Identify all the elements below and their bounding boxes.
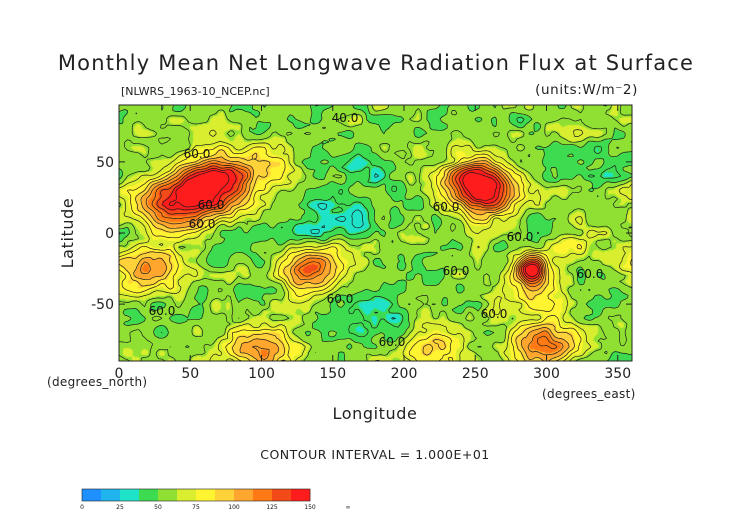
contour-label: 60.0 — [507, 230, 534, 244]
colorbar-swatch — [196, 489, 216, 501]
x-tick-label: 50 — [181, 366, 199, 382]
contour-line — [119, 105, 632, 361]
colorbar: 0 25 50 75 100 125 150 ∞ — [80, 488, 351, 511]
contour-interval-label: CONTOUR INTERVAL = 1.000E+01 — [260, 447, 490, 462]
y-tick-label: 0 — [105, 226, 114, 242]
colorbar-tick-label: ∞ — [346, 504, 351, 511]
colorbar-tick-label: 150 — [304, 504, 316, 511]
y-unit-label: (degrees_north) — [47, 375, 147, 389]
x-tick-label: 0 — [115, 366, 124, 382]
contour-label: 60.0 — [379, 335, 406, 349]
colorbar-frame — [81, 488, 311, 502]
x-tick-label: 300 — [533, 366, 560, 382]
contour-label: 60.0 — [433, 200, 460, 214]
colorbar-swatch — [139, 489, 159, 501]
contour-label: 60.0 — [189, 217, 216, 231]
colorbar-tick-label: 0 — [80, 504, 84, 511]
colorbar-tick-label: 50 — [154, 504, 162, 511]
x-tick-label: 100 — [248, 366, 275, 382]
x-axis: 0 50 100 150 200 250 300 350 — [115, 105, 631, 382]
contour-labels: 40.0 60.0 60.0 60.0 60.0 60.0 60.0 60.0 60.0 60.0… — [149, 111, 604, 349]
contour-line — [151, 162, 558, 350]
contour-line — [310, 173, 396, 320]
colorbar-swatch — [82, 489, 102, 501]
contour-label: 60.0 — [577, 267, 604, 281]
x-unit-label: (degrees_east) — [542, 387, 636, 401]
units-label: (units:W/m⁻2) — [535, 82, 638, 98]
source-file-label: [NLWRS_1963-10_NCEP.nc] — [121, 85, 270, 98]
colorbar-swatch — [291, 489, 311, 501]
contour-label: 60.0 — [327, 292, 354, 306]
contour-label: 60.0 — [198, 198, 225, 212]
colorbar-swatch — [272, 489, 292, 501]
x-tick-label: 350 — [604, 366, 631, 382]
colorbar-swatch — [253, 489, 273, 501]
y-axis: 50 0 -50 — [91, 155, 632, 313]
colorbar-swatch — [101, 489, 121, 501]
contour-label: 60.0 — [481, 307, 508, 321]
contour-line — [168, 170, 539, 277]
contour-label: 60.0 — [184, 147, 211, 161]
y-tick-label: 50 — [96, 155, 114, 171]
chart-title: Monthly Mean Net Longwave Radiation Flux… — [58, 51, 694, 75]
colorbar-swatch — [158, 489, 178, 501]
colorbar-tick-label: 125 — [266, 504, 278, 511]
contour-lines — [119, 105, 632, 361]
contour-line — [119, 149, 575, 361]
contour-label: 60.0 — [149, 304, 176, 318]
contour-line — [156, 165, 542, 282]
contour-line — [119, 145, 632, 361]
x-tick-label: 200 — [391, 366, 418, 382]
plot-area: 40.0 60.0 60.0 60.0 60.0 60.0 60.0 60.0 60.0 60.0… — [119, 105, 632, 361]
y-axis-label: Latitude — [58, 198, 77, 269]
heatmap-field — [119, 105, 632, 361]
colorbar-swatch — [120, 489, 140, 501]
contour-line — [140, 160, 564, 360]
colorbar-swatch — [177, 489, 197, 501]
contour-label: 60.0 — [443, 264, 470, 278]
contour-line — [119, 129, 632, 361]
contour-line — [133, 156, 570, 361]
x-tick-label: 250 — [462, 366, 489, 382]
colorbar-swatch — [215, 489, 235, 501]
x-tick-label: 150 — [319, 366, 346, 382]
colorbar-swatch — [234, 489, 254, 501]
x-axis-label: Longitude — [333, 404, 418, 423]
colorbar-tick-label: 75 — [192, 504, 200, 511]
colorbar-tick-label: 100 — [228, 504, 240, 511]
contour-line — [161, 167, 541, 280]
colorbar-tick-label: 25 — [116, 504, 124, 511]
y-tick-label: -50 — [91, 297, 114, 313]
contour-label: 40.0 — [332, 111, 359, 125]
